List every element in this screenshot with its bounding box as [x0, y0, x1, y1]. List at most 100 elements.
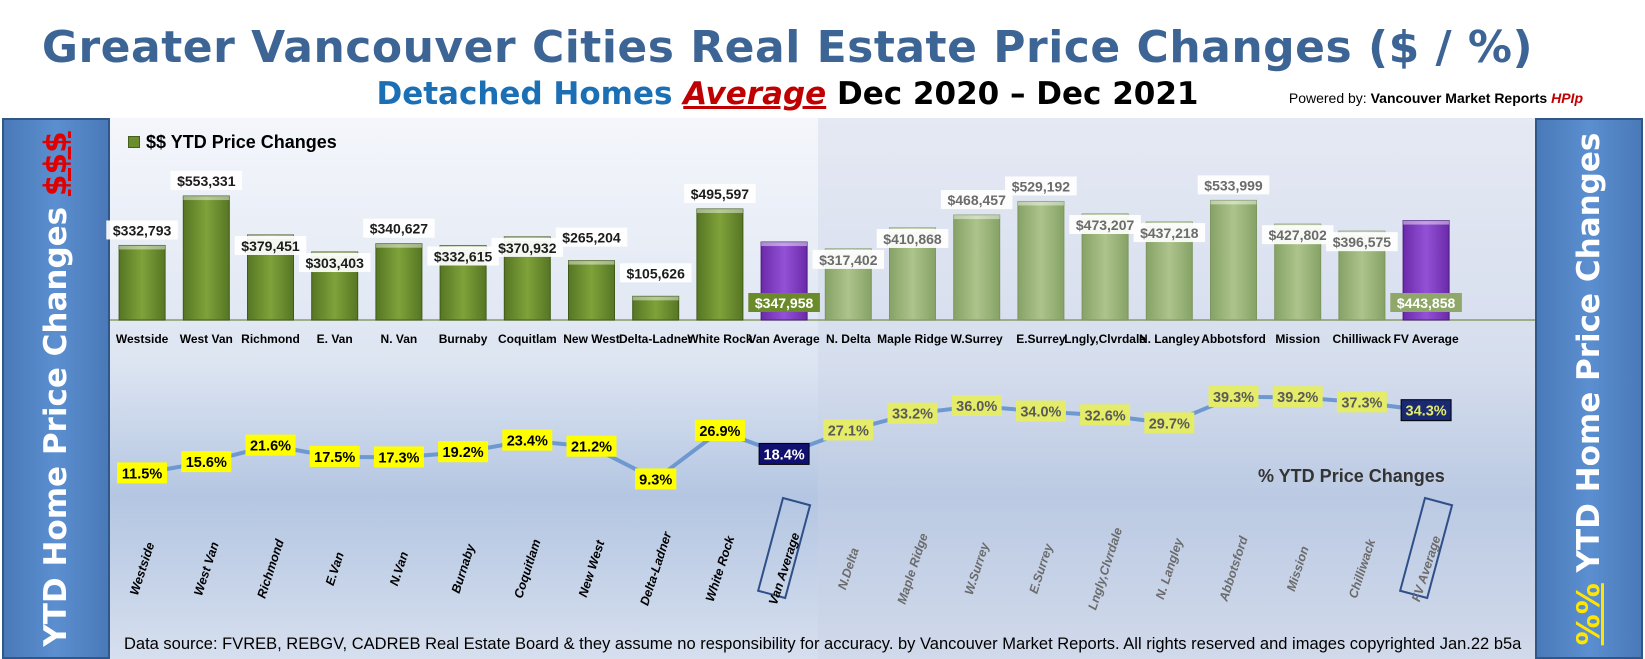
line-category-label: FV Average [1409, 534, 1443, 603]
price-bar-cap [761, 242, 808, 247]
price-label: $105,626 [626, 265, 685, 281]
bar-category-label: Mission [1275, 332, 1320, 346]
price-label: $473,207 [1076, 217, 1135, 233]
pct-label-bg [1080, 404, 1131, 426]
price-bar [1017, 200, 1065, 321]
line-category-label: W.Surrey [962, 540, 992, 597]
pct-label-bg [1208, 385, 1259, 407]
price-label-bg [555, 227, 628, 247]
price-label-bg [812, 249, 885, 269]
price-label-bg [876, 228, 949, 248]
right-sidebar: %% YTD Home Price Changes [1535, 118, 1643, 659]
price-label-bg [684, 183, 756, 203]
bar-legend-swatch [128, 136, 140, 148]
price-label-bg [619, 263, 692, 283]
price-label: $332,793 [113, 222, 172, 238]
bar-category-label: E. Van [317, 332, 353, 346]
avg-category-frame [1398, 496, 1454, 600]
line-category-label: Maple Ridge [895, 532, 931, 606]
bar-category-label: White Rock [687, 332, 753, 346]
price-bar [1210, 199, 1257, 321]
avg-category-frame [756, 496, 812, 600]
bar-category-label: New West [563, 332, 619, 346]
line-category-label: White Rock [703, 533, 738, 603]
pct-label: 15.6% [186, 455, 227, 471]
price-label: $443,858 [1397, 295, 1456, 311]
powered-by: Powered by: Vancouver Market Reports HPI… [1289, 90, 1583, 106]
footer-source: Data source: FVREB, REBGV, CADREB Real E… [124, 635, 1522, 653]
price-label: $340,627 [370, 221, 429, 237]
pct-label: 32.6% [1085, 408, 1126, 424]
line-category-label: Delta-Ladner [637, 529, 674, 607]
left-sidebar: YTD Home Price Changes $$$ [2, 118, 110, 659]
line-legend-label: % YTD Price Changes [1258, 466, 1445, 486]
chart-subtitle: Detached Homes Average Dec 2020 – Dec 20… [0, 76, 1575, 112]
price-bar [696, 208, 744, 321]
price-label: $379,451 [241, 238, 300, 254]
price-label: $495,597 [691, 186, 750, 202]
price-bar-cap [1017, 201, 1064, 206]
price-label: $437,218 [1140, 225, 1199, 241]
pct-label-bg [1400, 399, 1452, 422]
line-category-label: Chilliwack [1346, 537, 1379, 600]
price-bar-cap [375, 243, 422, 248]
pct-label: 23.4% [507, 434, 548, 450]
line-category-label: Richmond [255, 537, 287, 600]
pct-label: 17.5% [314, 450, 355, 466]
pct-label-bg [566, 435, 617, 457]
pct-label: 18.4% [764, 447, 805, 463]
powered-prefix: Powered by: [1288, 90, 1367, 106]
fraser-valley-region [818, 118, 1535, 659]
price-bar-cap [1403, 220, 1450, 225]
price-label: $468,457 [947, 192, 1006, 208]
bar-category-label: Chilliwack [1333, 332, 1392, 346]
price-bar [375, 243, 423, 321]
line-category-label: N.Van [387, 550, 411, 588]
line-category-label: Abbotsford [1216, 534, 1251, 604]
price-label-bg [106, 220, 178, 240]
price-label-bg [298, 253, 371, 273]
price-label: $332,615 [434, 248, 493, 264]
bar-category-label: E.Surrey [1016, 332, 1066, 346]
pct-label: 9.3% [639, 472, 672, 488]
pct-label: 34.0% [1020, 405, 1061, 421]
pct-label: 36.0% [956, 399, 997, 415]
pct-label: 21.6% [250, 439, 291, 455]
price-bar [118, 244, 166, 321]
pct-label-bg [887, 402, 938, 424]
price-bar-cap [568, 260, 615, 265]
pct-label: 11.5% [122, 466, 162, 482]
bar-category-label: W.Surrey [951, 332, 1003, 346]
price-label: $533,999 [1204, 177, 1263, 193]
chart-title: Greater Vancouver Cities Real Estate Pri… [41, 22, 1534, 73]
price-bar-cap [953, 215, 1000, 220]
bar-category-label: N. Van [381, 332, 418, 346]
price-bar-cap [1210, 200, 1257, 205]
pct-label-bg [758, 442, 810, 465]
bar-category-label: West Van [180, 332, 233, 346]
price-label-bg [1005, 176, 1077, 196]
price-label: $553,331 [177, 173, 236, 189]
bar-category-label: Coquitlam [498, 332, 557, 346]
price-label: $396,575 [1333, 234, 1392, 250]
pct-label: 19.2% [443, 445, 484, 461]
pct-label: 17.3% [378, 450, 419, 466]
bar-category-label: Westside [116, 332, 169, 346]
pct-label: 33.2% [892, 407, 933, 423]
bar-category-label: Maple Ridge [877, 332, 948, 346]
pct-label: 21.2% [571, 440, 612, 456]
price-label: $317,402 [819, 252, 878, 268]
price-label-bg [427, 246, 499, 266]
bar-category-label: Van Average [749, 332, 820, 346]
pct-label: 37.3% [1341, 395, 1382, 411]
bar-category-label: Richmond [241, 332, 300, 346]
price-label: $370,932 [498, 240, 557, 256]
price-label: $347,958 [755, 295, 814, 311]
line-category-label: N. Langley [1153, 536, 1186, 601]
pct-label-bg [309, 445, 360, 467]
powered-brand: Vancouver Market Reports [1370, 90, 1548, 106]
bar-category-label: Burnaby [439, 332, 488, 346]
bar-category-label: Abbotsford [1201, 332, 1266, 346]
line-category-label: E.Van [323, 550, 347, 587]
